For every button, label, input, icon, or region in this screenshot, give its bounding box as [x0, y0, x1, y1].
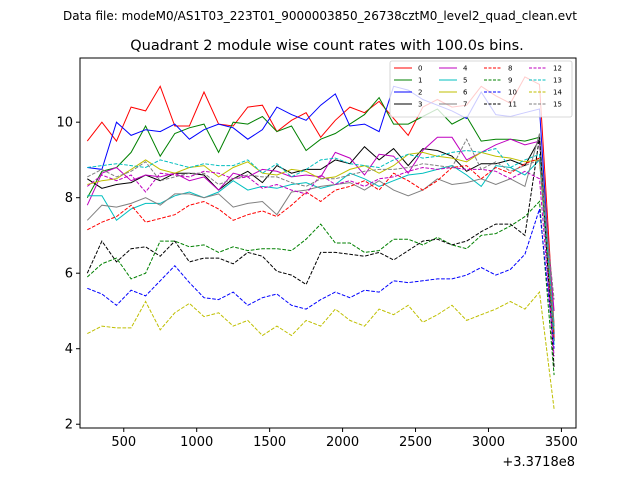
legend-label-3: 3 — [418, 101, 422, 109]
legend-label-14: 14 — [553, 89, 562, 97]
legend-label-5: 5 — [463, 77, 467, 85]
legend-label-0: 0 — [418, 65, 422, 73]
series-line-14 — [87, 290, 555, 410]
x-tick-label: 1500 — [253, 435, 286, 450]
x-tick-label: 2500 — [399, 435, 432, 450]
legend-label-7: 7 — [463, 101, 467, 109]
x-tick-label: 1000 — [180, 435, 213, 450]
series-line-11 — [86, 137, 555, 368]
series-line-13 — [87, 148, 555, 330]
x-offset-label: +3.3718e8 — [502, 455, 575, 470]
y-axis: 2 4 6 8 10 — [56, 116, 80, 433]
legend-label-11: 11 — [508, 101, 517, 109]
chart-title: Quadrant 2 module wise count rates with … — [130, 38, 524, 54]
series-line-4 — [86, 136, 555, 312]
y-tick-label: 6 — [65, 267, 73, 282]
data-file-label: Data file: modeM0/AS1T03_223T01_90000038… — [63, 9, 577, 23]
x-tick-label: 2000 — [326, 435, 359, 450]
series-line-9 — [86, 200, 555, 376]
legend-label-13: 13 — [553, 77, 562, 85]
x-tick-label: 500 — [111, 435, 136, 450]
legend-label-1: 1 — [418, 77, 422, 85]
legend-box — [389, 60, 573, 118]
y-tick-label: 8 — [65, 191, 73, 206]
legend-label-2: 2 — [418, 89, 422, 97]
legend-label-12: 12 — [553, 65, 562, 73]
x-tick-label: 3500 — [545, 435, 578, 450]
legend-label-9: 9 — [508, 77, 512, 85]
legend-label-15: 15 — [553, 101, 562, 109]
x-axis: 500 1000 1500 2000 2500 3000 3500 — [111, 428, 578, 450]
legend-label-10: 10 — [508, 89, 517, 97]
series-layer — [86, 76, 555, 410]
legend-label-4: 4 — [463, 65, 468, 73]
y-tick-label: 2 — [65, 418, 73, 433]
series-line-7 — [86, 133, 555, 327]
series-line-15 — [87, 138, 555, 300]
legend-label-6: 6 — [463, 89, 468, 97]
plot-frame — [79, 57, 577, 429]
series-line-8 — [87, 157, 555, 338]
y-tick-label: 10 — [56, 116, 73, 131]
x-tick-label: 3000 — [472, 435, 505, 450]
series-line-3 — [87, 137, 555, 342]
y-tick-label: 4 — [65, 342, 73, 357]
series-line-10 — [87, 208, 555, 349]
legend-label-8: 8 — [508, 65, 512, 73]
series-line-12 — [86, 166, 555, 357]
series-line-1 — [86, 96, 555, 334]
